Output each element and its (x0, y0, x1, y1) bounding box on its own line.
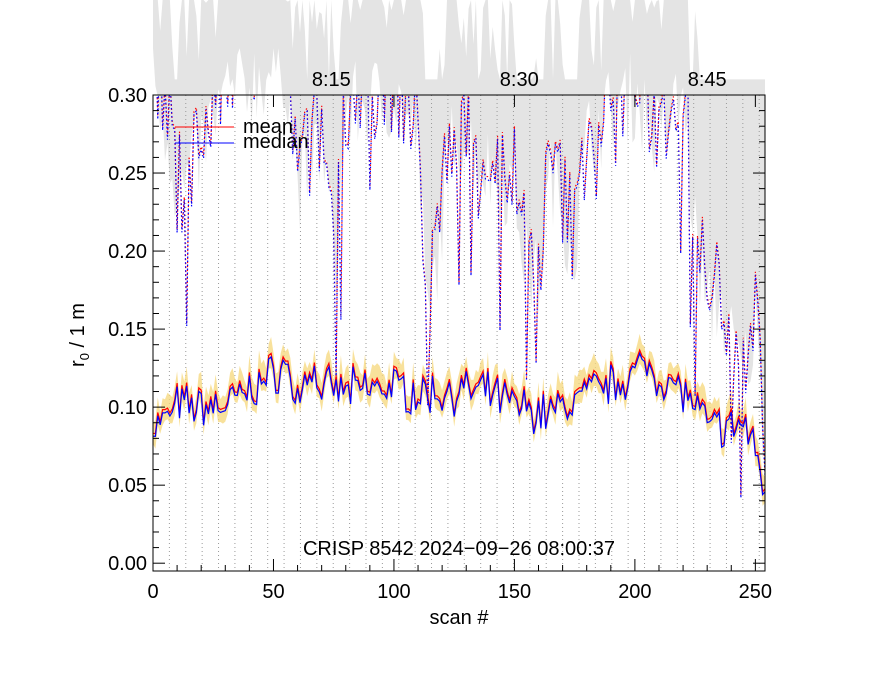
axes-layer: 0 50 100 150 200 250 0.00 0.05 0.10 0.15 0.20 0.25 0… (108, 69, 772, 603)
x-tick-label: 0 (147, 581, 158, 603)
legend-mean-label: mean (243, 116, 293, 138)
y-tick-label: 0.10 (108, 397, 147, 419)
legend: mean median (175, 116, 309, 153)
legend-median-label: median (243, 131, 309, 153)
y-tick-label: 0.25 (108, 163, 147, 185)
y-axis-title: r0 / 1 m (67, 303, 92, 367)
y-tick-label: 0.30 (108, 85, 147, 107)
series-layer (153, 348, 765, 497)
spread-band-layer (153, 333, 765, 506)
series-median-line (153, 351, 765, 497)
x-axis-title: scan # (430, 607, 490, 629)
lower-spread-band (153, 333, 765, 506)
x-tick-label: 150 (498, 581, 531, 603)
x-tick-label: 100 (377, 581, 410, 603)
chart-annotation: CRISP 8542 2024−09−26 08:00:37 (303, 538, 615, 560)
right-mask (765, 0, 880, 680)
plot-frame (152, 94, 766, 572)
x-tick-label: 50 (262, 581, 284, 603)
x-tick-label: 250 (739, 581, 772, 603)
y-axis-title-subscript: 0 (77, 353, 92, 360)
top-time-label: 8:45 (688, 69, 727, 91)
scan-marker-lines (152, 95, 760, 571)
upper-spread-band (153, 0, 765, 458)
x-tick-label: 200 (618, 581, 651, 603)
y-axis-title-unit: / 1 m (67, 303, 89, 353)
y-axis-title-main: r (67, 360, 89, 367)
top-time-label: 8:30 (500, 69, 539, 91)
y-tick-label: 0.00 (108, 553, 147, 575)
top-time-label: 8:15 (312, 69, 351, 91)
left-mask (0, 0, 153, 680)
y-tick-label: 0.05 (108, 475, 147, 497)
y-tick-label: 0.20 (108, 241, 147, 263)
y-tick-label: 0.15 (108, 319, 147, 341)
